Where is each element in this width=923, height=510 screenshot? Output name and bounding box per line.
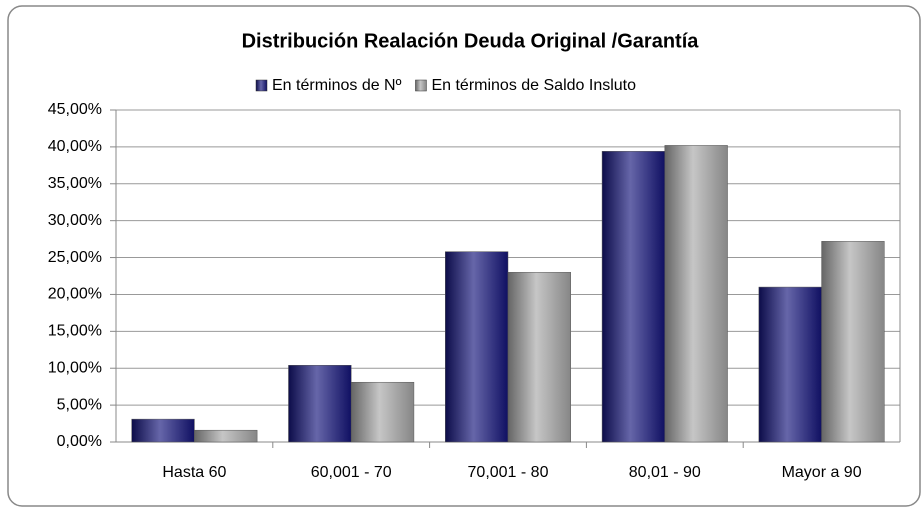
bar — [445, 251, 509, 443]
y-tick-label: 20,00% — [48, 286, 102, 303]
bar — [664, 145, 728, 443]
bar — [821, 241, 885, 443]
bar — [507, 272, 571, 443]
bar — [288, 365, 352, 443]
bar — [350, 381, 415, 443]
bar — [131, 418, 195, 443]
x-tick-label: Mayor a 90 — [782, 464, 862, 481]
y-tick-label: 30,00% — [48, 212, 102, 229]
y-tick-label: 45,00% — [48, 101, 102, 118]
legend-swatch — [415, 79, 427, 92]
x-tick-label: 80,01 - 90 — [629, 464, 701, 481]
y-tick-label: 0,00% — [57, 433, 102, 450]
bar — [194, 429, 258, 443]
legend-swatch — [255, 79, 268, 92]
bar — [601, 151, 666, 443]
x-tick-label: 70,001 - 80 — [468, 464, 549, 481]
legend-label: En términos de Nº — [272, 77, 402, 94]
x-tick-label: 60,001 - 70 — [311, 464, 392, 481]
y-tick-label: 40,00% — [48, 138, 102, 155]
legend: En términos de Nº En términos de Saldo In… — [255, 77, 636, 94]
y-tick-label: 10,00% — [48, 359, 102, 376]
x-tick-label: Hasta 60 — [162, 464, 226, 481]
y-tick-label: 35,00% — [48, 175, 102, 192]
chart-title: Distribución Realación Deuda Original /G… — [242, 30, 700, 52]
bar — [758, 286, 822, 443]
y-tick-label: 25,00% — [48, 249, 102, 266]
legend-label: En términos de Saldo Insluto — [431, 77, 636, 94]
y-tick-label: 15,00% — [48, 323, 102, 340]
y-tick-label: 5,00% — [57, 396, 102, 413]
